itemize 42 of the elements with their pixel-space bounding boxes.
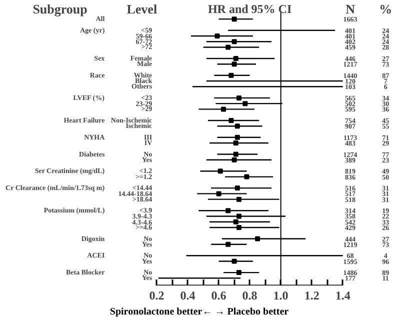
x-tick-label: 1.0	[273, 288, 288, 302]
point	[232, 16, 237, 22]
x-tick-label: 0.2	[149, 288, 164, 302]
point	[236, 224, 242, 230]
point	[226, 242, 231, 247]
point	[233, 56, 238, 62]
x-tick-label: 0.8	[242, 288, 258, 302]
point	[234, 134, 240, 140]
point	[236, 214, 242, 219]
annotation: Level	[126, 1, 158, 16]
point	[216, 191, 222, 196]
text: Subgroup	[32, 1, 88, 16]
point	[214, 33, 220, 38]
point	[234, 186, 240, 191]
point	[226, 208, 231, 214]
point	[255, 236, 260, 242]
point	[234, 124, 240, 129]
point	[232, 157, 237, 162]
x-tick-label: 0.6	[211, 288, 226, 302]
x-axis-title: Spironolactone better← → Placebo better	[110, 306, 290, 318]
x-tick-label: 1.2	[304, 288, 320, 302]
point	[236, 270, 242, 276]
point	[236, 196, 242, 202]
point	[233, 219, 238, 224]
point	[232, 62, 237, 67]
x-tick-label: 0.4	[180, 288, 196, 302]
chart-title: HR and 95% CI	[208, 2, 292, 16]
point	[233, 140, 238, 146]
text: N	[346, 1, 356, 16]
point	[226, 44, 231, 50]
point	[236, 95, 242, 100]
point	[233, 152, 238, 157]
point	[220, 106, 226, 112]
point	[242, 101, 248, 106]
point	[228, 72, 234, 78]
point	[218, 168, 223, 174]
point	[244, 174, 250, 180]
point	[228, 118, 234, 123]
text: %	[379, 1, 392, 16]
x-tick-label: 1.4	[335, 288, 350, 302]
point	[232, 39, 237, 44]
point	[232, 258, 237, 264]
